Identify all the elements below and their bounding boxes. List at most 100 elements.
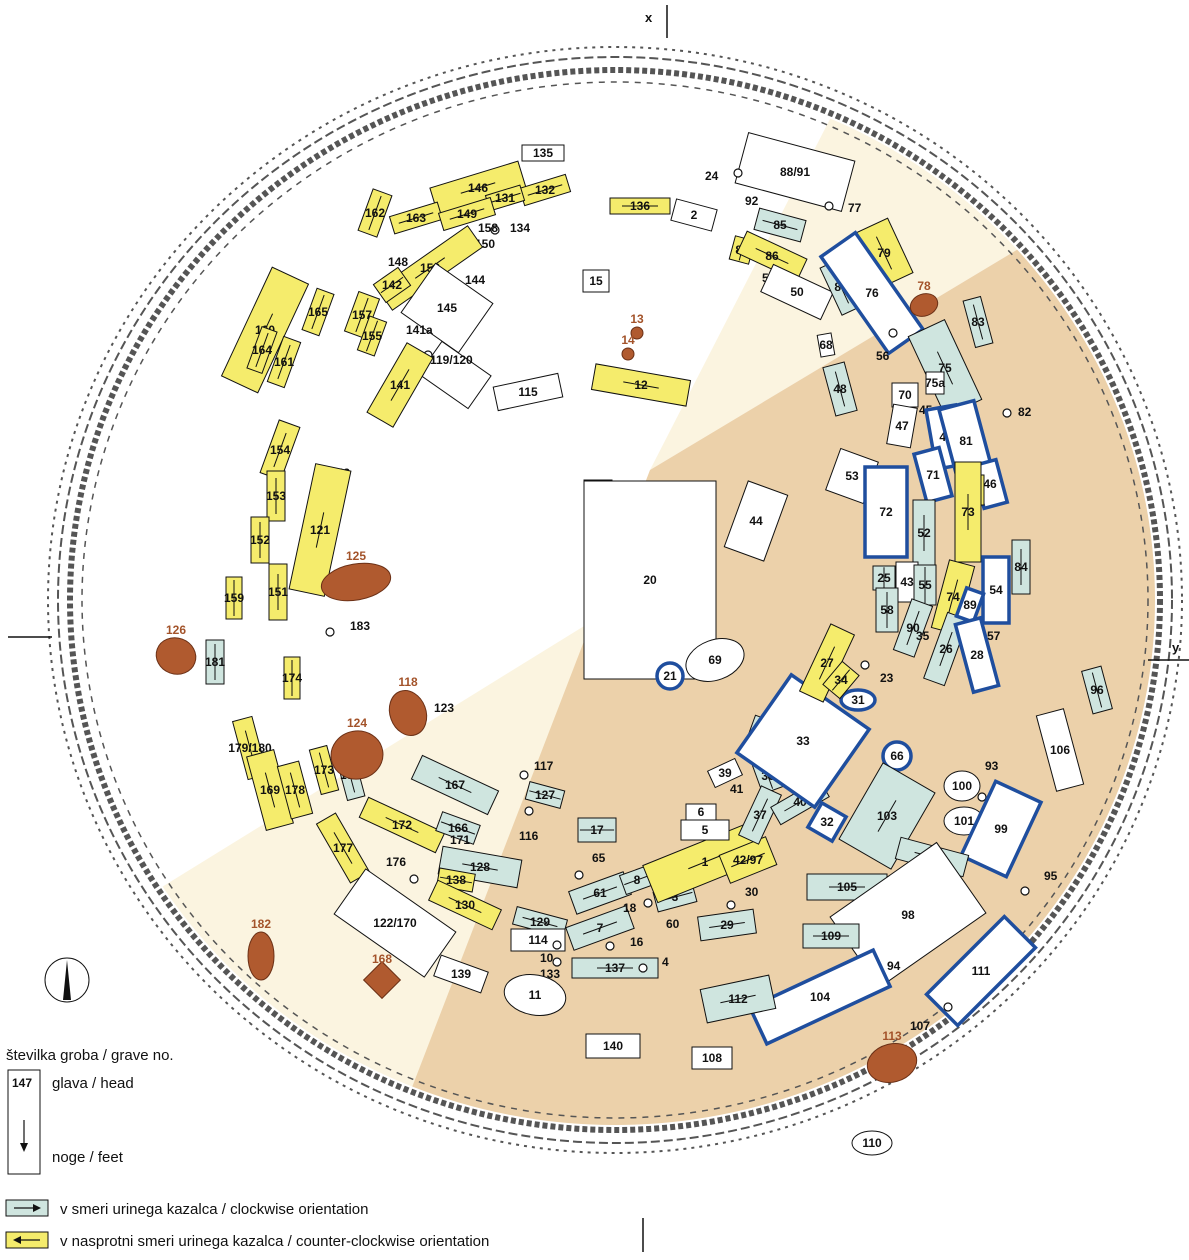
grave-number: 16 <box>630 935 644 949</box>
grave-number: 159 <box>224 591 244 605</box>
orientation-arrow-icon <box>448 896 482 914</box>
grave-number: 89 <box>963 598 977 612</box>
orientation-arrow-icon <box>440 821 476 835</box>
grave-4: 4 <box>638 955 669 973</box>
orientation-arrow-icon <box>720 994 756 1004</box>
grave-outline <box>492 372 564 412</box>
legend-sample-number: 147 <box>12 1076 32 1090</box>
grave-number: 112 <box>728 992 748 1006</box>
legend-feet: noge / feet <box>52 1149 124 1166</box>
orientation-arrow-icon <box>936 351 954 385</box>
grave-92: 92 <box>745 194 759 208</box>
grave-37: 37 <box>737 785 783 845</box>
grave-153: 153 <box>266 470 286 522</box>
grave-number: 148 <box>388 255 408 269</box>
grave-number: 123 <box>434 701 454 715</box>
grave-number: 43 <box>900 575 914 589</box>
grave-number: 53 <box>845 469 859 483</box>
legend-counter: v nasprotni smeri urinega kazalca / coun… <box>60 1233 489 1250</box>
grave-number: 35 <box>916 629 930 643</box>
grave-number: 98 <box>901 908 915 922</box>
grave-162: 162 <box>357 188 393 238</box>
orientation-arrow-icon <box>527 184 563 196</box>
grave-number: 178 <box>285 783 305 797</box>
grave-55: 55 <box>913 564 937 606</box>
grave-number: 165 <box>308 305 328 319</box>
grave-116: 116 <box>519 806 539 843</box>
grave-number: 66 <box>890 749 904 763</box>
find-marker-icon <box>1002 408 1012 418</box>
orientation-arrow-icon <box>264 772 276 808</box>
grave-43: 43 <box>895 561 919 603</box>
legend-arrowhead-icon <box>20 1143 28 1152</box>
grave-132: 132 <box>518 173 572 207</box>
grave-28: 28 <box>953 615 1001 695</box>
grave-number: 57 <box>987 629 1001 643</box>
grave-outline <box>866 1043 918 1083</box>
grave-number: 13 <box>630 312 644 326</box>
grave-outline <box>981 555 1011 625</box>
orientation-arrow-icon <box>255 332 269 368</box>
grave-number: 95 <box>1044 869 1058 883</box>
grave-number: 47 <box>895 419 909 433</box>
grave-158: 158 <box>478 221 500 235</box>
grave-outline <box>818 230 926 356</box>
grave-number: 32 <box>820 815 834 829</box>
grave-58: 58 <box>875 587 899 633</box>
grave-number: 162 <box>365 206 385 220</box>
orientation-arrow-icon <box>834 371 846 407</box>
grave-outline <box>670 198 718 232</box>
grave-176: 176 <box>386 855 419 884</box>
grave-152: 152 <box>250 516 270 564</box>
grave-number: 131 <box>495 191 515 205</box>
grave-181: 181 <box>205 639 225 685</box>
grave-number: 106 <box>1050 743 1070 757</box>
grave-outline <box>723 480 789 562</box>
grave-outline <box>760 263 834 321</box>
grave-145: 145 <box>400 262 494 354</box>
find-marker-icon <box>888 328 898 338</box>
orientation-arrow-icon <box>877 800 897 832</box>
grave-number: 37 <box>753 808 767 822</box>
grave-number: 163 <box>406 211 426 225</box>
grave-number: 11 <box>529 988 542 1002</box>
grave-number: 21 <box>663 669 677 683</box>
grave-number: 110 <box>862 1136 882 1150</box>
grave-number: 72 <box>879 505 893 519</box>
grave-48: 48 <box>822 361 858 417</box>
orientation-arrow-icon <box>731 852 765 868</box>
find-marker-icon <box>726 900 736 910</box>
grave-outline <box>734 132 856 212</box>
grave-number: 124 <box>347 716 367 730</box>
grave-outline <box>388 690 428 736</box>
grave-number: 132 <box>535 183 555 197</box>
grave-number: 71 <box>926 468 940 482</box>
grave-number: 29 <box>720 918 734 932</box>
clockwise-arrowhead-icon <box>33 1204 41 1212</box>
grave-124: 124 <box>330 716 384 780</box>
grave-11: 11 <box>503 974 567 1016</box>
grave-70: 70 <box>891 382 919 408</box>
find-marker-icon <box>860 660 870 670</box>
grave-99: 99 <box>958 778 1044 880</box>
grave-121: 121 <box>288 463 352 597</box>
grave-number: 127 <box>535 788 555 802</box>
orientation-arrow-icon <box>439 876 473 884</box>
grave-85: 85 <box>753 207 807 243</box>
grave-number: 76 <box>865 286 879 300</box>
grave-outline <box>585 1033 641 1059</box>
grave-number: 173 <box>314 763 334 777</box>
grave-12: 12 <box>590 363 692 407</box>
grave-outline <box>734 672 872 810</box>
grave-outline <box>925 371 945 395</box>
grave-140: 140 <box>585 1033 641 1059</box>
grave-number: 101 <box>954 814 974 828</box>
grave-outline <box>685 803 717 821</box>
grave-number: 69 <box>708 653 722 667</box>
find-marker-icon <box>605 941 615 951</box>
grave-number: 46 <box>983 477 997 491</box>
grave-167: 167 <box>410 754 500 816</box>
grave-number: 126 <box>166 623 186 637</box>
orientation-arrow-icon <box>522 916 558 928</box>
grave-number: 81 <box>959 434 973 448</box>
